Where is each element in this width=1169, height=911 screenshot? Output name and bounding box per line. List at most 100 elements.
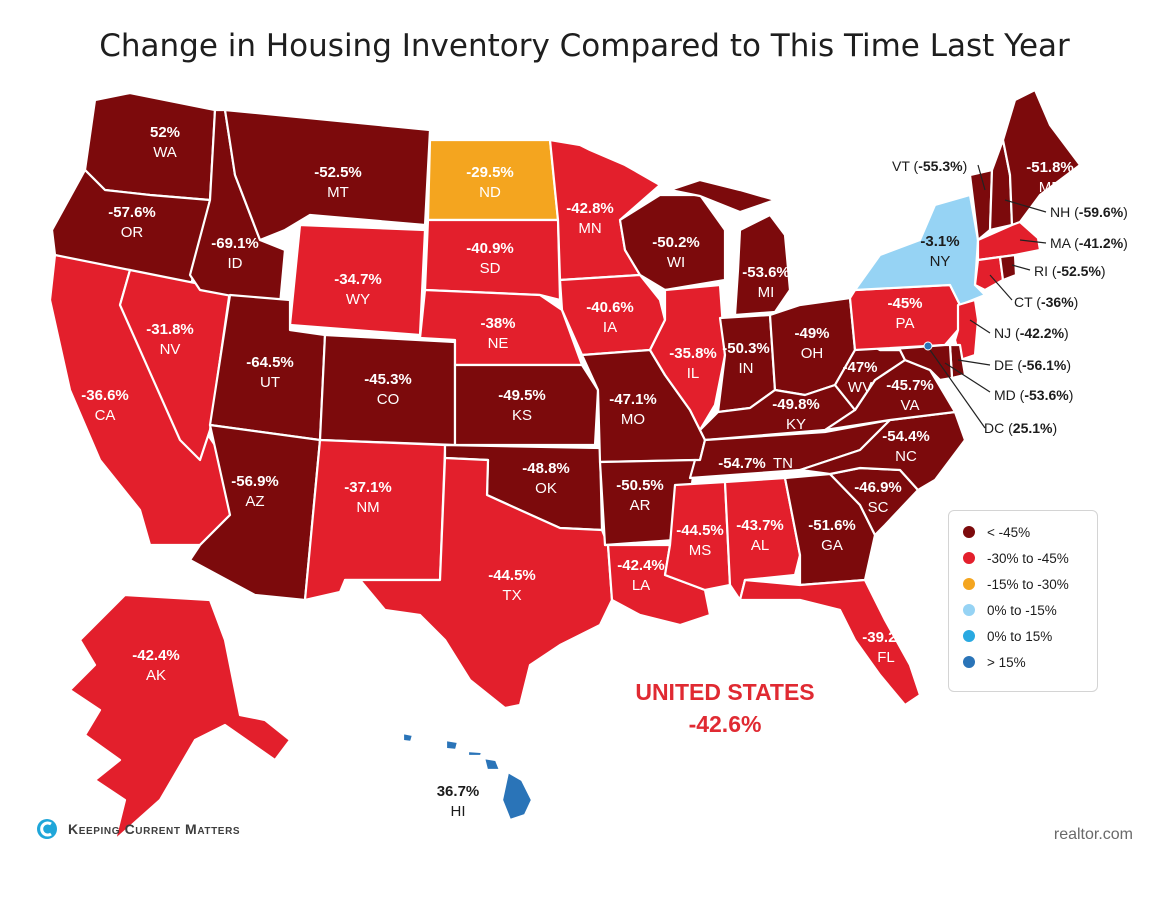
label-FL: -39.2% FL: [862, 629, 910, 666]
label-VA: -45.7% VA: [886, 377, 934, 414]
label-OK: -48.8% OK: [522, 460, 570, 497]
label-IN: -50.3% IN: [722, 340, 770, 377]
label-MO: -47.1% MO: [609, 391, 657, 428]
label-SC: -46.9% SC: [854, 479, 902, 516]
ext-label-DE: DE (-56.1%): [994, 357, 1071, 373]
state-AK: [68, 593, 292, 842]
label-OR: -57.6% OR: [108, 204, 156, 241]
national-total: UNITED STATES -42.6%: [560, 676, 890, 740]
label-WA: 52% WA: [150, 124, 180, 161]
ext-label-NJ: NJ (-42.2%): [994, 325, 1069, 341]
label-KS: -49.5% KS: [498, 387, 546, 424]
state-RI: [998, 253, 1018, 282]
state-HI-big: [500, 770, 534, 822]
label-AZ: -56.9% AZ: [231, 473, 279, 510]
state-HI-maui: [482, 756, 502, 772]
legend-swatch: [963, 526, 975, 538]
state-MI-up: [668, 178, 777, 214]
label-NE: -38% NE: [480, 315, 515, 352]
legend-item: 0% to 15%: [963, 623, 1097, 649]
national-value: -42.6%: [688, 711, 762, 737]
leader-nh: [1004, 199, 1047, 213]
state-WA: [83, 91, 217, 202]
leader-nj: [969, 319, 991, 334]
legend-swatch: [963, 578, 975, 590]
legend: < -45% -30% to -45% -15% to -30% 0% to -…: [948, 510, 1098, 692]
label-WV: -47% WV: [842, 359, 877, 396]
leader-de: [957, 359, 991, 366]
label-NM: -37.1% NM: [344, 479, 392, 516]
label-NC: -54.4% NC: [882, 428, 930, 465]
leader-dc: [929, 349, 986, 429]
label-MI: -53.6% MI: [742, 264, 790, 301]
ext-label-DC: DC (25.1%): [984, 420, 1057, 436]
label-NV: -31.8% NV: [146, 321, 194, 358]
label-CA: -36.6% CA: [81, 387, 129, 424]
state-WI: [618, 193, 727, 292]
ext-label-NH: NH (-59.6%): [1050, 204, 1128, 220]
legend-swatch: [963, 552, 975, 564]
state-HI-oahu: [444, 738, 460, 752]
legend-label: -15% to -30%: [987, 576, 1069, 592]
ext-label-RI: RI (-52.5%): [1034, 263, 1106, 279]
legend-swatch: [963, 604, 975, 616]
ext-label-MD: MD (-53.6%): [994, 387, 1073, 403]
label-MT: -52.5% MT: [314, 164, 362, 201]
state-NM: [303, 438, 447, 602]
label-TX: -44.5% TX: [488, 567, 536, 604]
state-MI: [733, 213, 792, 317]
leader-ct: [989, 274, 1013, 301]
label-KY: -49.8% KY: [772, 396, 820, 433]
legend-label: > 15%: [987, 654, 1026, 670]
label-OH: -49% OH: [794, 325, 829, 362]
ext-label-CT: CT (-36%): [1014, 294, 1078, 310]
map-title: Change in Housing Inventory Compared to …: [99, 28, 1070, 64]
legend-label: 0% to 15%: [987, 628, 1053, 644]
label-CO: -45.3% CO: [364, 371, 412, 408]
label-IA: -40.6% IA: [586, 299, 634, 336]
label-MN: -42.8% MN: [566, 200, 614, 237]
ext-label-VT: VT (-55.3%): [892, 158, 967, 174]
label-ME: -51.8% ME: [1026, 159, 1074, 196]
state-HI-molokai: [466, 749, 484, 758]
legend-label: < -45%: [987, 524, 1031, 540]
label-TN-abbr: TN: [773, 455, 793, 472]
kcm-logo-icon: [37, 819, 57, 839]
legend-item: -15% to -30%: [963, 571, 1097, 597]
label-NY: -3.1% NY: [920, 233, 959, 270]
label-PA: -45% PA: [887, 295, 922, 332]
label-WY: -34.7% WY: [334, 271, 382, 308]
legend-label: -30% to -45%: [987, 550, 1069, 566]
state-NC: [798, 410, 967, 492]
legend-label: 0% to -15%: [987, 602, 1057, 618]
label-LA: -42.4% LA: [617, 557, 665, 594]
state-shapes: [48, 88, 1082, 842]
legend-swatch: [963, 656, 975, 668]
legend-item: > 15%: [963, 649, 1097, 675]
state-KS: [453, 363, 600, 447]
state-MD: [878, 343, 954, 382]
leader-ri: [1011, 264, 1031, 271]
label-GA: -51.6% GA: [808, 517, 856, 554]
leader-ma: [1019, 239, 1047, 244]
state-FL: [738, 578, 922, 707]
leader-md: [944, 362, 991, 393]
label-ND: -29.5% ND: [466, 164, 514, 201]
source-credit: realtor.com: [1053, 826, 1133, 843]
state-ME: [1001, 88, 1082, 227]
label-TN: -54.7%: [718, 455, 766, 472]
label-ID: -69.1% ID: [211, 235, 259, 272]
label-MS: -44.5% MS: [676, 522, 724, 559]
leader-vt: [977, 164, 986, 191]
state-SD: [423, 218, 562, 302]
label-AR: -50.5% AR: [616, 477, 664, 514]
legend-item: 0% to -15%: [963, 597, 1097, 623]
ext-label-MA: MA (-41.2%): [1050, 235, 1128, 251]
label-AK: -42.4% AK: [132, 647, 180, 684]
label-HI: 36.7% HI: [437, 783, 480, 820]
label-IL: -35.8% IL: [669, 345, 717, 382]
label-WI: -50.2% WI: [652, 234, 700, 271]
state-TX: [343, 456, 614, 710]
state-DC: [923, 341, 933, 351]
